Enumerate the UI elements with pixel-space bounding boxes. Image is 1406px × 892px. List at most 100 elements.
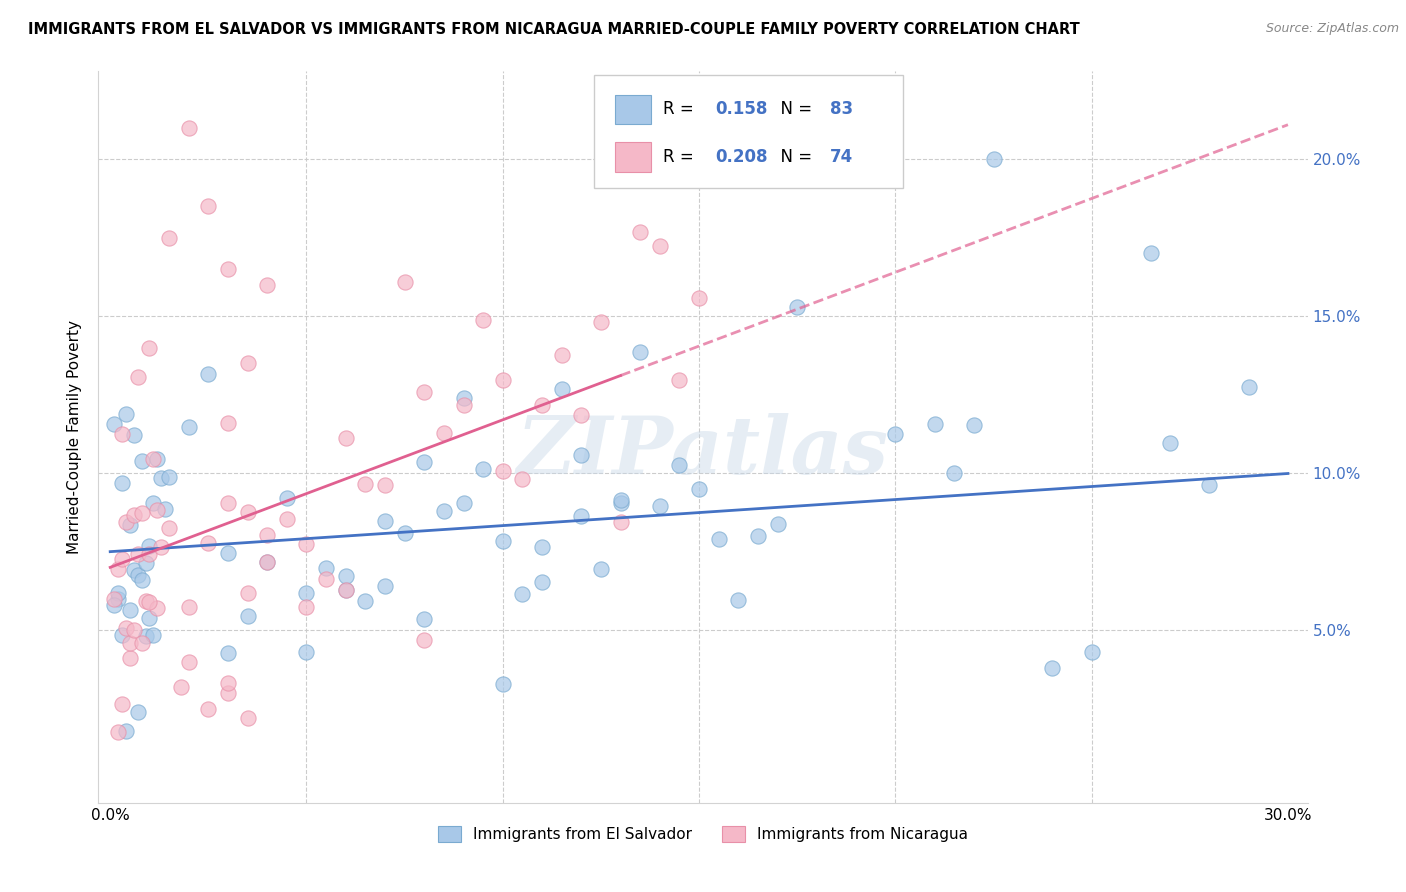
Point	[150, 470, 173, 484]
Text: IMMIGRANTS FROM EL SALVADOR VS IMMIGRANTS FROM NICARAGUA MARRIED-COUPLE FAMILY P: IMMIGRANTS FROM EL SALVADOR VS IMMIGRANT…	[28, 22, 1080, 37]
Point	[135, 594, 157, 608]
Point	[924, 417, 946, 431]
Point	[217, 676, 239, 690]
Point	[127, 705, 149, 719]
Point	[107, 562, 129, 576]
Point	[766, 516, 789, 531]
Text: 0.158: 0.158	[716, 101, 768, 119]
Point	[111, 628, 134, 642]
Point	[550, 348, 572, 362]
Point	[492, 373, 515, 387]
Point	[111, 427, 134, 442]
Point	[122, 508, 145, 523]
Point	[197, 199, 219, 213]
Point	[177, 599, 200, 614]
Point	[118, 518, 141, 533]
Point	[963, 417, 986, 432]
Point	[727, 592, 749, 607]
Point	[118, 603, 141, 617]
Point	[146, 502, 169, 516]
Point	[413, 633, 436, 648]
Point	[122, 623, 145, 637]
Point	[177, 120, 200, 135]
Point	[115, 724, 138, 739]
Point	[433, 504, 456, 518]
Point	[315, 561, 337, 575]
Point	[609, 515, 631, 529]
Point	[295, 645, 318, 659]
Point	[472, 461, 495, 475]
Point	[256, 277, 278, 292]
Point	[648, 238, 671, 252]
Text: R =: R =	[664, 101, 699, 119]
Point	[197, 535, 219, 549]
Point	[157, 521, 180, 535]
Point	[111, 697, 134, 711]
Point	[295, 536, 318, 550]
Point	[531, 574, 554, 589]
Point	[531, 398, 554, 412]
Point	[217, 416, 239, 430]
Point	[589, 315, 612, 329]
Point	[146, 601, 169, 615]
Point	[374, 514, 396, 528]
Point	[107, 592, 129, 607]
Point	[335, 431, 357, 445]
Point	[115, 620, 138, 634]
Point	[884, 426, 907, 441]
Point	[177, 420, 200, 434]
Point	[138, 595, 160, 609]
Point	[111, 475, 134, 490]
Text: R =: R =	[664, 148, 699, 166]
FancyBboxPatch shape	[614, 95, 651, 124]
Point	[512, 472, 534, 486]
Point	[256, 528, 278, 542]
Point	[142, 496, 165, 510]
Point	[118, 650, 141, 665]
Point	[157, 231, 180, 245]
Point	[131, 453, 153, 467]
Point	[609, 496, 631, 510]
Point	[472, 313, 495, 327]
Point	[1159, 436, 1181, 450]
Point	[512, 587, 534, 601]
Point	[142, 451, 165, 466]
Point	[786, 300, 808, 314]
Point	[315, 573, 337, 587]
Point	[103, 417, 125, 431]
Point	[354, 594, 377, 608]
Point	[135, 556, 157, 570]
Point	[688, 291, 710, 305]
Point	[1080, 645, 1102, 659]
Point	[115, 515, 138, 529]
FancyBboxPatch shape	[595, 75, 903, 188]
Point	[217, 686, 239, 700]
Point	[668, 458, 690, 473]
Point	[217, 547, 239, 561]
Point	[394, 275, 416, 289]
Point	[111, 552, 134, 566]
Point	[747, 529, 769, 543]
Point	[453, 399, 475, 413]
Point	[127, 547, 149, 561]
Point	[138, 611, 160, 625]
Point	[1237, 380, 1260, 394]
Point	[131, 573, 153, 587]
Point	[453, 391, 475, 405]
Point	[236, 609, 259, 624]
Point	[177, 655, 200, 669]
Point	[256, 555, 278, 569]
Point	[197, 701, 219, 715]
Point	[943, 467, 966, 481]
Point	[589, 562, 612, 576]
Point	[217, 262, 239, 277]
Text: 74: 74	[830, 148, 853, 166]
Point	[569, 408, 592, 422]
Point	[236, 356, 259, 370]
Point	[707, 532, 730, 546]
Point	[276, 512, 298, 526]
Y-axis label: Married-Couple Family Poverty: Married-Couple Family Poverty	[67, 320, 83, 554]
Text: 0.208: 0.208	[716, 148, 768, 166]
Point	[531, 540, 554, 554]
Point	[550, 382, 572, 396]
